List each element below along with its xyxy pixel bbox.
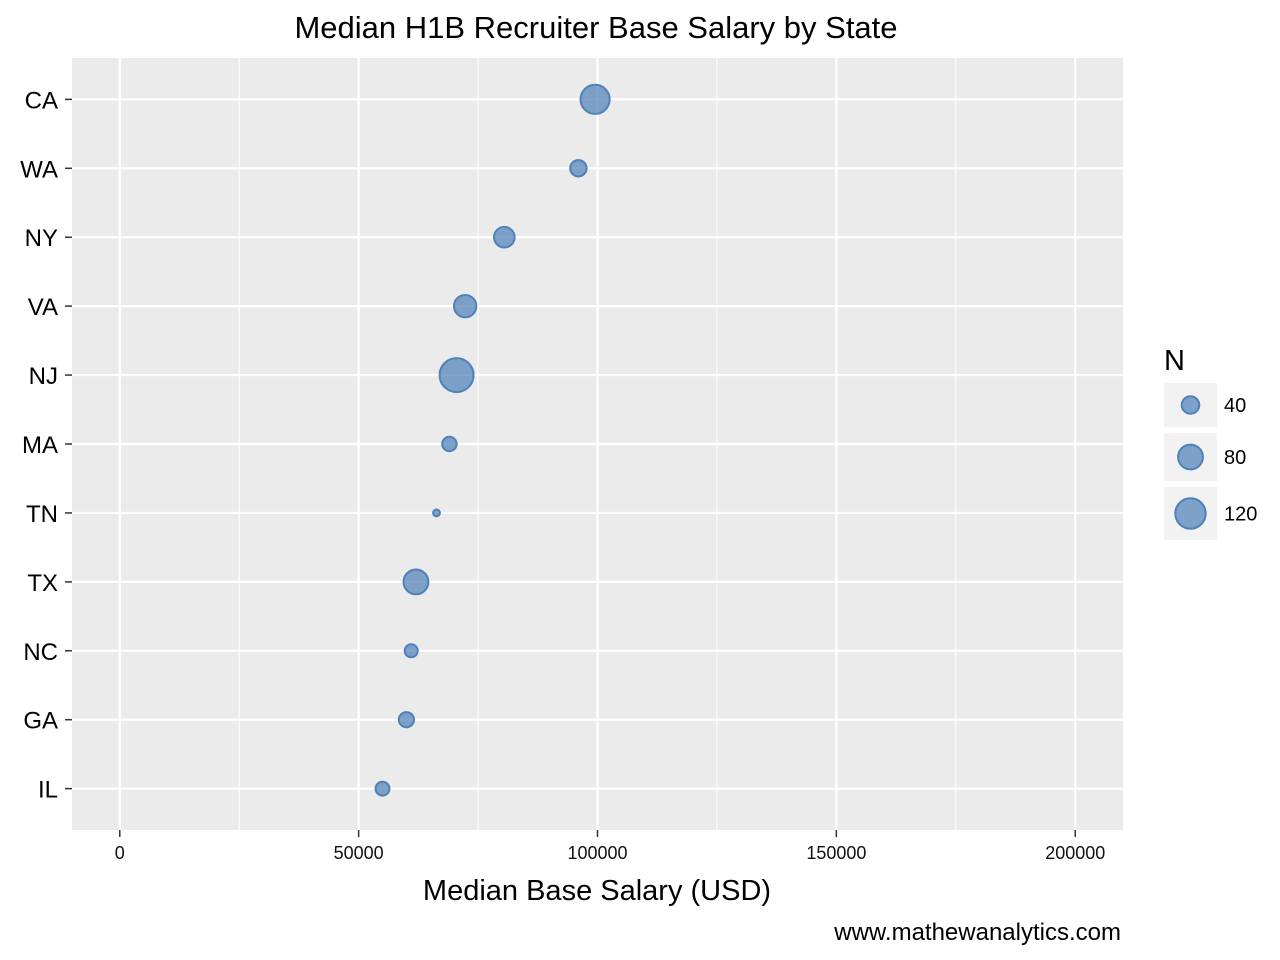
y-tick-label: NJ bbox=[29, 363, 58, 390]
point-ny bbox=[493, 225, 516, 249]
point-ma bbox=[441, 435, 458, 453]
x-tick-label: 0 bbox=[115, 843, 125, 863]
point-ca bbox=[579, 83, 611, 115]
size-legend: N 40 80 120 bbox=[1164, 345, 1257, 540]
legend-symbol bbox=[1177, 443, 1204, 471]
y-tick-label: TX bbox=[27, 570, 58, 597]
y-tick-label: WA bbox=[20, 156, 58, 183]
legend-label: 120 bbox=[1224, 504, 1257, 526]
legend-title: N bbox=[1164, 345, 1185, 377]
chart-title: Median H1B Recruiter Base Salary by Stat… bbox=[294, 10, 897, 45]
x-axis-label: Median Base Salary (USD) bbox=[423, 875, 771, 907]
y-tick-label: IL bbox=[38, 777, 58, 804]
x-tick-label: 50000 bbox=[334, 843, 384, 863]
point-wa bbox=[569, 159, 588, 178]
caption: www.mathewanalytics.com bbox=[833, 919, 1121, 946]
y-tick-label: VA bbox=[28, 294, 58, 321]
x-tick-label: 200000 bbox=[1045, 843, 1105, 863]
y-tick-label: CA bbox=[25, 87, 58, 114]
legend-label: 80 bbox=[1224, 447, 1246, 469]
y-axis: CA WA NY VA NJ MA TN TX NC GA IL bbox=[20, 87, 72, 804]
legend-symbol bbox=[1180, 395, 1201, 415]
legend-symbol bbox=[1174, 497, 1207, 530]
y-tick-label: GA bbox=[23, 708, 58, 735]
y-tick-label: MA bbox=[22, 432, 58, 459]
point-nc bbox=[403, 643, 419, 659]
y-tick-label: NC bbox=[23, 639, 58, 666]
x-axis: 0 50000 100000 150000 200000 bbox=[115, 830, 1105, 863]
y-tick-label: NY bbox=[25, 225, 58, 252]
x-tick-label: 100000 bbox=[567, 843, 627, 863]
x-tick-label: 150000 bbox=[806, 843, 866, 863]
point-va bbox=[452, 293, 478, 319]
point-ga bbox=[397, 711, 416, 729]
data-points bbox=[374, 83, 611, 797]
point-il bbox=[374, 780, 391, 797]
point-nj bbox=[438, 357, 475, 394]
y-tick-label: TN bbox=[26, 501, 58, 528]
legend-label: 40 bbox=[1224, 395, 1246, 417]
point-tn bbox=[432, 508, 441, 518]
point-tx bbox=[402, 568, 430, 596]
